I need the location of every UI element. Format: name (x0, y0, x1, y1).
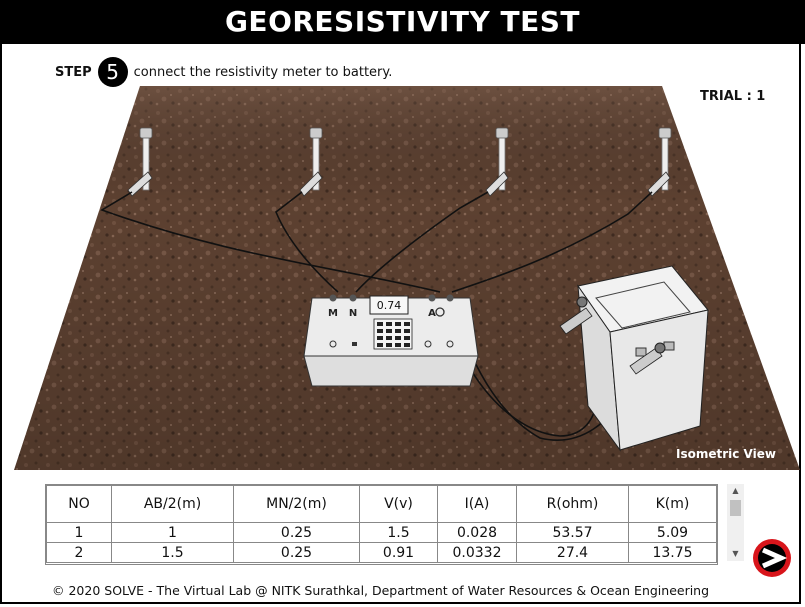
footer-text: © 2020 SOLVE - The Virtual Lab @ NITK Su… (52, 583, 710, 598)
meter-label-n: N (349, 308, 357, 319)
readings-table: NO AB/2(m) MN/2(m) V(v) I(A) R(ohm) K(m)… (46, 485, 717, 563)
table-cell: 1.5 (111, 542, 234, 563)
col-header-mn2: MN/2(m) (233, 485, 360, 523)
col-header-current: I(A) (437, 485, 517, 523)
table-cell: 1 (46, 522, 112, 543)
table-scrollbar[interactable]: ▲ ▼ (727, 484, 744, 561)
readings-table-container[interactable]: NO AB/2(m) MN/2(m) V(v) I(A) R(ohm) K(m)… (45, 484, 718, 565)
step-instruction: STEP 5 connect the resistivity meter to … (55, 57, 393, 87)
table-cell: 13.75 (628, 542, 717, 563)
table-cell: 0.028 (437, 522, 517, 543)
trial-indicator: TRIAL : 1 (700, 89, 766, 104)
experiment-scene: 0.74 M N A (14, 86, 800, 470)
table-cell: 53.57 (516, 522, 629, 543)
col-header-resistance: R(ohm) (516, 485, 629, 523)
meter-reading: 0.74 (377, 299, 402, 312)
next-button[interactable] (752, 538, 792, 578)
electrode-b-right (647, 127, 672, 197)
battery (559, 265, 709, 452)
table-cell: 1 (111, 522, 234, 543)
table-cell: 5.09 (628, 522, 717, 543)
meter-keypad (373, 318, 413, 350)
scroll-up-icon[interactable]: ▲ (732, 486, 739, 495)
scrollbar-thumb[interactable] (730, 500, 741, 516)
resistivity-meter: 0.74 M N A (303, 294, 479, 387)
table-row: 2 1.5 0.25 0.91 0.0332 27.4 13.75 (46, 542, 717, 563)
next-arrow-icon (761, 547, 788, 569)
table-cell: 1.5 (359, 522, 438, 543)
table-cell: 0.25 (233, 542, 360, 563)
table-cell: 27.4 (516, 542, 629, 563)
col-header-k: K(m) (628, 485, 717, 523)
step-label: STEP (55, 64, 92, 80)
col-header-ab2: AB/2(m) (111, 485, 234, 523)
electrode-n (485, 127, 509, 197)
step-text: connect the resistivity meter to battery… (133, 64, 393, 80)
table-cell: 0.91 (359, 542, 438, 563)
table-row: 1 1 0.25 1.5 0.028 53.57 5.09 (46, 522, 717, 543)
col-header-voltage: V(v) (359, 485, 438, 523)
table-header-row: NO AB/2(m) MN/2(m) V(v) I(A) R(ohm) K(m) (46, 485, 717, 523)
page-title: GEORESISTIVITY TEST (0, 0, 805, 44)
table-cell: 2 (46, 542, 112, 563)
meter-label-m: M (328, 308, 338, 319)
table-cell: 0.0332 (437, 542, 517, 563)
step-number-badge: 5 (97, 57, 128, 87)
scroll-down-icon[interactable]: ▼ (732, 549, 739, 558)
electrode-m (299, 127, 323, 197)
view-label: Isometric View (676, 447, 776, 461)
electrode-a-left (127, 127, 153, 197)
meter-label-a: A (428, 308, 436, 319)
table-cell: 0.25 (233, 522, 360, 543)
col-header-no: NO (46, 485, 112, 523)
